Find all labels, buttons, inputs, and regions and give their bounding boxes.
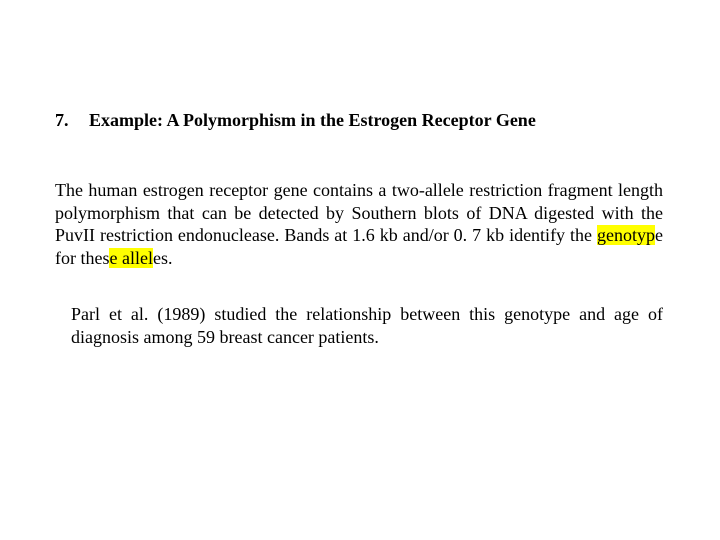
p1-text-c: es. — [153, 248, 173, 268]
p1-highlight-allele: e allel — [109, 248, 152, 268]
paragraph-2: Parl et al. (1989) studied the relations… — [71, 303, 665, 348]
p1-text-a: The human estrogen receptor gene contain… — [55, 180, 663, 245]
paragraph-1: The human estrogen receptor gene contain… — [55, 179, 663, 269]
heading-title: Example: A Polymorphism in the Estrogen … — [89, 110, 536, 131]
p1-highlight-genotype: genotyp — [597, 225, 655, 245]
slide-page: 7. Example: A Polymorphism in the Estrog… — [0, 0, 720, 540]
heading-number: 7. — [55, 110, 89, 131]
heading-row: 7. Example: A Polymorphism in the Estrog… — [55, 110, 665, 131]
